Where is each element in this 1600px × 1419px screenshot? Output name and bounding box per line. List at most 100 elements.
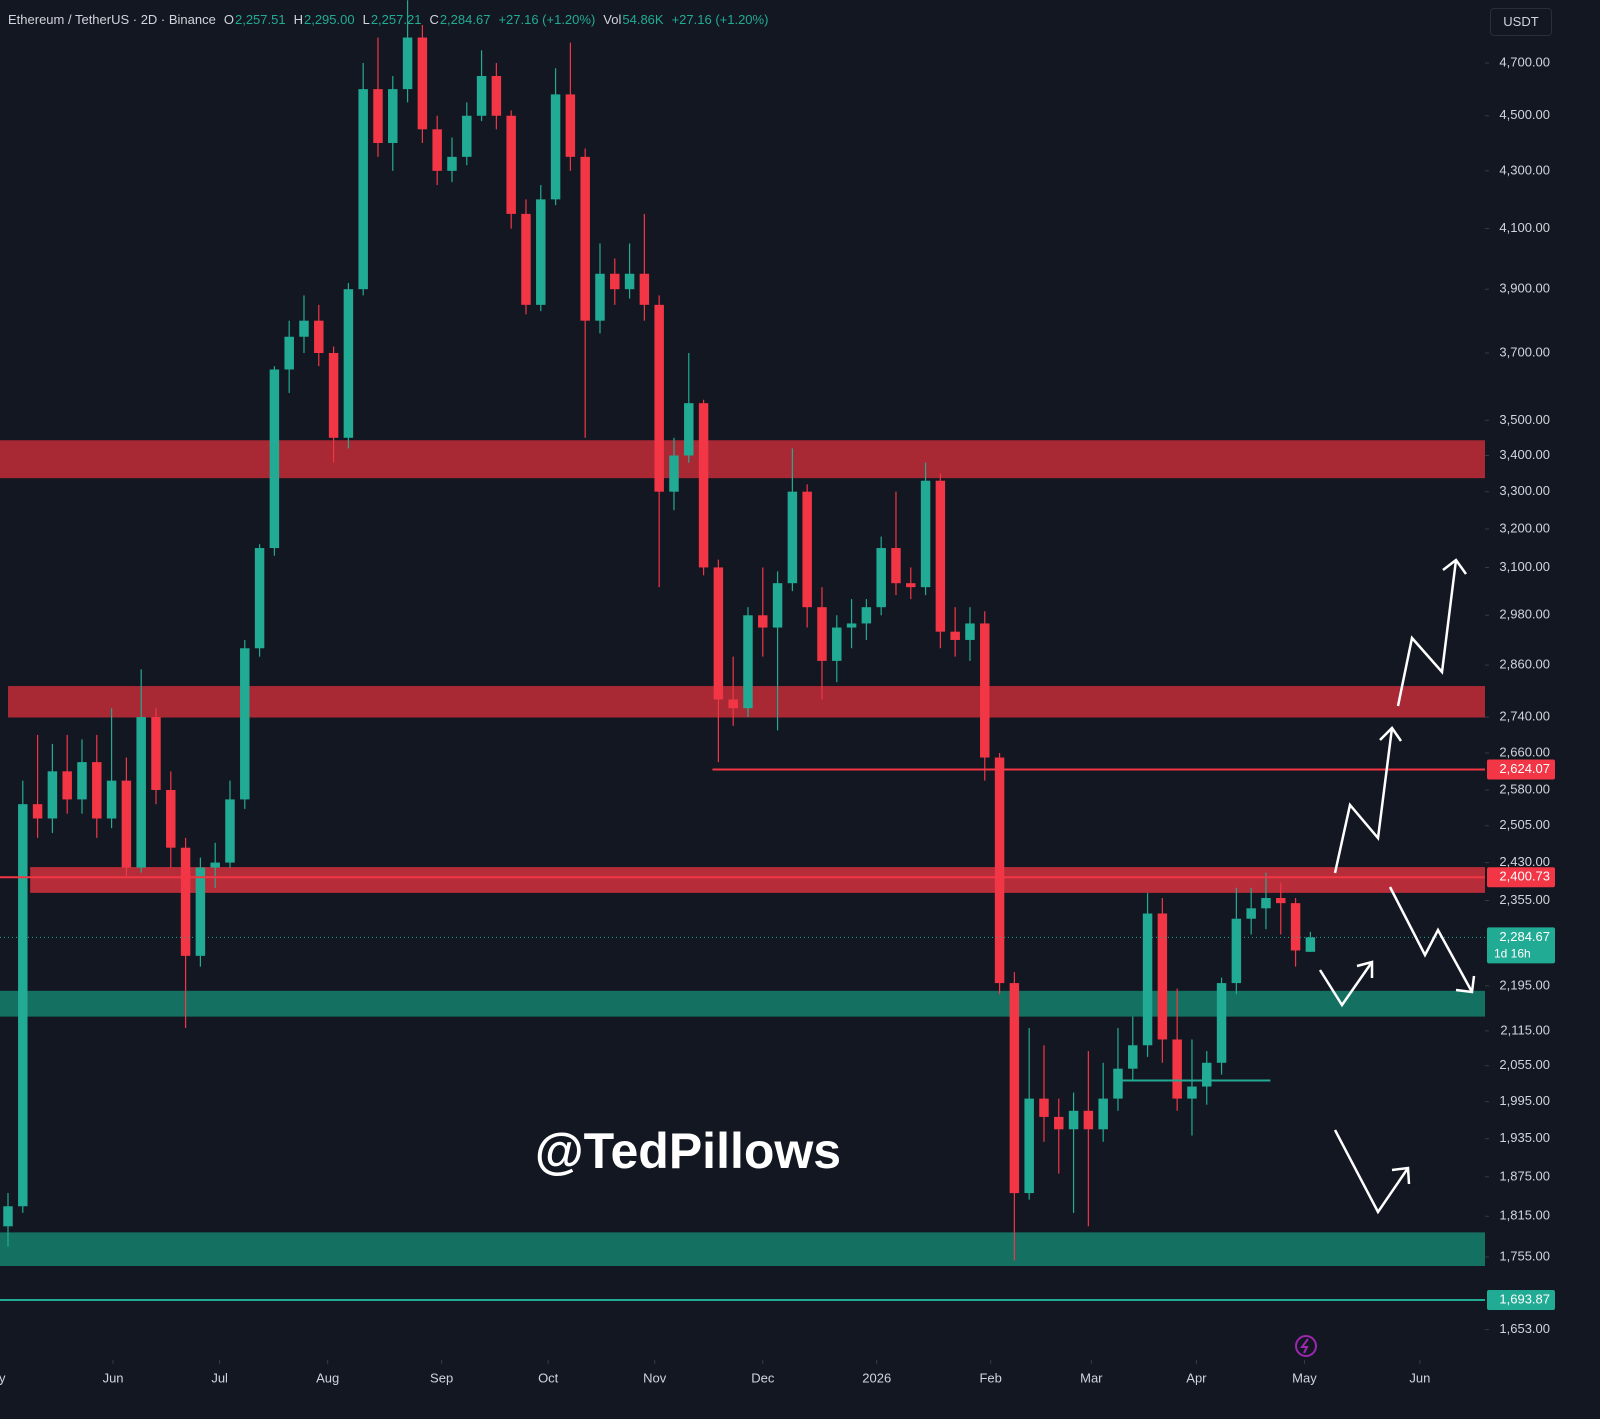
y-tick-label: 1,653.00 <box>1499 1321 1550 1336</box>
legend-value: 2,257.21 <box>370 12 422 27</box>
candle-body <box>269 369 280 549</box>
candle-body <box>595 273 605 321</box>
y-tick-label: 3,400.00 <box>1499 447 1550 462</box>
x-tick-label: Oct <box>538 1370 559 1385</box>
plot-area <box>0 0 1485 1301</box>
candle-body <box>1157 913 1168 1040</box>
y-tick-label: 1,815.00 <box>1499 1208 1550 1223</box>
y-tick-label: 4,300.00 <box>1499 162 1550 177</box>
candle-body <box>743 615 753 709</box>
candle-body <box>121 780 132 868</box>
candle-body <box>62 771 72 800</box>
candle-body <box>447 156 457 171</box>
candle-body <box>1246 908 1256 919</box>
arrow-head <box>1356 960 1374 978</box>
legend-value: 2,284.67 <box>439 12 491 27</box>
price-label-box <box>1487 867 1555 888</box>
candle-body <box>77 762 87 800</box>
candle-body <box>920 480 931 588</box>
candle-body <box>565 94 576 157</box>
candle-body <box>1305 937 1316 952</box>
arrow <box>1333 727 1394 874</box>
x-tick-label: Sep <box>430 1370 453 1385</box>
candle-body <box>580 156 590 321</box>
candle-body <box>373 89 383 143</box>
candle-body <box>254 548 265 649</box>
x-tick-label: Dec <box>751 1370 775 1385</box>
legend-value: +27.16 (+1.20%) <box>671 12 769 27</box>
y-tick-label: 2,505.00 <box>1499 817 1550 832</box>
candle-body <box>462 115 472 157</box>
legend-value: 2,295.00 <box>303 12 355 27</box>
candle-body <box>92 762 102 819</box>
candle-body <box>299 320 309 337</box>
candle-body <box>787 491 798 584</box>
candle-body <box>550 94 561 200</box>
price-label: 2,400.73 <box>1499 869 1550 884</box>
arrow <box>1388 886 1474 993</box>
candle-body <box>536 199 546 305</box>
replay-icon <box>1295 1335 1317 1357</box>
y-tick-label: 1,935.00 <box>1499 1130 1550 1145</box>
candle-body <box>846 623 857 628</box>
candle-body <box>358 89 368 290</box>
candle-body <box>3 1206 13 1227</box>
y-tick-label: 4,100.00 <box>1499 220 1550 235</box>
legend-value: 54.86K <box>622 12 664 27</box>
y-tick-label: 3,900.00 <box>1499 281 1550 296</box>
candle-body <box>151 717 161 790</box>
y-tick-label: 2,580.00 <box>1499 781 1550 796</box>
candle-body <box>1009 983 1020 1194</box>
y-tick-label: 1,875.00 <box>1499 1168 1550 1183</box>
candle-body <box>210 862 220 868</box>
candle-body <box>876 548 886 608</box>
candle-body <box>1261 898 1271 909</box>
candle-body <box>314 320 324 354</box>
candle-body <box>1024 1098 1034 1194</box>
arrow-head <box>1442 558 1468 575</box>
candle-body <box>1290 903 1301 951</box>
legend-key: C <box>429 12 439 27</box>
currency-button[interactable]: USDT <box>1490 8 1552 36</box>
candle-body <box>402 37 413 90</box>
y-tick-label: 3,500.00 <box>1499 412 1550 427</box>
arrow <box>1318 961 1374 1008</box>
y-tick-label: 2,055.00 <box>1499 1057 1550 1072</box>
x-tick-label: Apr <box>1186 1370 1207 1385</box>
icon-circle <box>1295 1335 1317 1357</box>
candle-body <box>47 771 58 819</box>
symbol-title: Ethereum / TetherUS · 2D · Binance <box>8 12 216 27</box>
candle-body <box>1054 1116 1064 1130</box>
candle-body <box>18 804 28 1207</box>
x-tick-label: Aug <box>316 1370 339 1385</box>
candle-body <box>491 76 502 116</box>
legend-value: 2,257.51 <box>234 12 286 27</box>
y-tick-label: 2,115.00 <box>1500 1022 1550 1037</box>
price-countdown: 1d 16h <box>1494 946 1531 960</box>
candle-body <box>950 631 960 640</box>
zone <box>0 990 1485 1017</box>
candle-body <box>624 273 635 290</box>
candle-body <box>772 583 783 628</box>
legend-key: Vol <box>603 12 622 27</box>
x-tick-label: Nov <box>643 1370 667 1385</box>
candle-body <box>1187 1086 1197 1099</box>
legend-key: H <box>293 12 303 27</box>
y-tick-label: 1,755.00 <box>1499 1248 1550 1263</box>
candle-body <box>965 623 975 640</box>
candle-body <box>1113 1068 1123 1099</box>
candle-body <box>136 717 146 868</box>
candle-body <box>432 129 442 171</box>
candle-body <box>106 780 117 819</box>
symbol-header: Ethereum / TetherUS · 2D · Binance O2,257… <box>8 12 776 27</box>
y-tick-label: 1,995.00 <box>1499 1093 1550 1108</box>
price-label: 2,624.07 <box>1499 761 1550 776</box>
candle-body <box>1231 918 1242 984</box>
price-label-box <box>1487 1289 1555 1310</box>
candle-body <box>1068 1110 1079 1130</box>
zone <box>0 1232 1485 1266</box>
arrow-head <box>1379 726 1403 742</box>
candle-body <box>343 289 354 438</box>
candle-body <box>417 37 428 130</box>
